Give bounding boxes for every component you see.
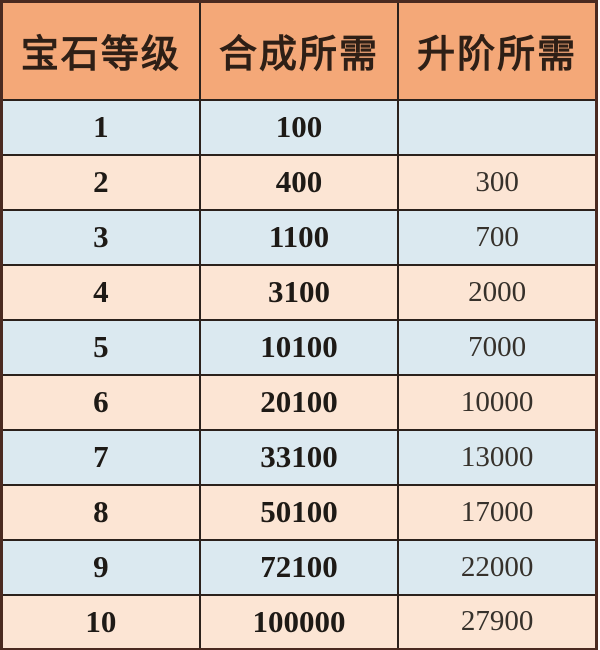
- cell-upgrade: 27900: [397, 593, 598, 650]
- header-row: 宝石等级 合成所需 升阶所需: [0, 0, 598, 101]
- cell-synthesis: 400: [198, 153, 400, 211]
- cell-synthesis: 1100: [198, 208, 400, 266]
- cell-synthesis: 100: [198, 98, 400, 156]
- cell-synthesis: 33100: [198, 428, 400, 486]
- gem-table-body: 1 100 2 400 300 3 1100 700 4 3100 2000 5…: [0, 98, 598, 650]
- cell-synthesis: 20100: [198, 373, 400, 431]
- cell-upgrade: 700: [397, 208, 598, 266]
- header-synthesis-required: 合成所需: [198, 0, 400, 101]
- table-row: 10 100000 27900: [0, 593, 598, 650]
- cell-level: 6: [0, 373, 201, 431]
- cell-upgrade: [397, 98, 598, 156]
- cell-level: 5: [0, 318, 201, 376]
- cell-synthesis: 72100: [198, 538, 400, 596]
- table-row: 5 10100 7000: [0, 318, 598, 376]
- cell-synthesis: 10100: [198, 318, 400, 376]
- cell-level: 3: [0, 208, 201, 266]
- table-row: 3 1100 700: [0, 208, 598, 266]
- table-row: 8 50100 17000: [0, 483, 598, 541]
- cell-level: 10: [0, 593, 201, 650]
- cell-upgrade: 2000: [397, 263, 598, 321]
- cell-upgrade: 7000: [397, 318, 598, 376]
- table-row: 1 100: [0, 98, 598, 156]
- table-row: 2 400 300: [0, 153, 598, 211]
- table-row: 4 3100 2000: [0, 263, 598, 321]
- cell-level: 7: [0, 428, 201, 486]
- cell-upgrade: 22000: [397, 538, 598, 596]
- cell-level: 9: [0, 538, 201, 596]
- table-row: 7 33100 13000: [0, 428, 598, 486]
- cell-level: 8: [0, 483, 201, 541]
- cell-level: 4: [0, 263, 201, 321]
- cell-upgrade: 13000: [397, 428, 598, 486]
- gem-table-header: 宝石等级 合成所需 升阶所需: [0, 0, 598, 101]
- table-row: 6 20100 10000: [0, 373, 598, 431]
- cell-synthesis: 50100: [198, 483, 400, 541]
- header-gem-level: 宝石等级: [0, 0, 201, 101]
- cell-upgrade: 300: [397, 153, 598, 211]
- table-row: 9 72100 22000: [0, 538, 598, 596]
- cell-synthesis: 100000: [198, 593, 400, 650]
- cell-level: 2: [0, 153, 201, 211]
- header-upgrade-required: 升阶所需: [397, 0, 598, 101]
- cell-synthesis: 3100: [198, 263, 400, 321]
- cell-upgrade: 10000: [397, 373, 598, 431]
- cell-upgrade: 17000: [397, 483, 598, 541]
- cell-level: 1: [0, 98, 201, 156]
